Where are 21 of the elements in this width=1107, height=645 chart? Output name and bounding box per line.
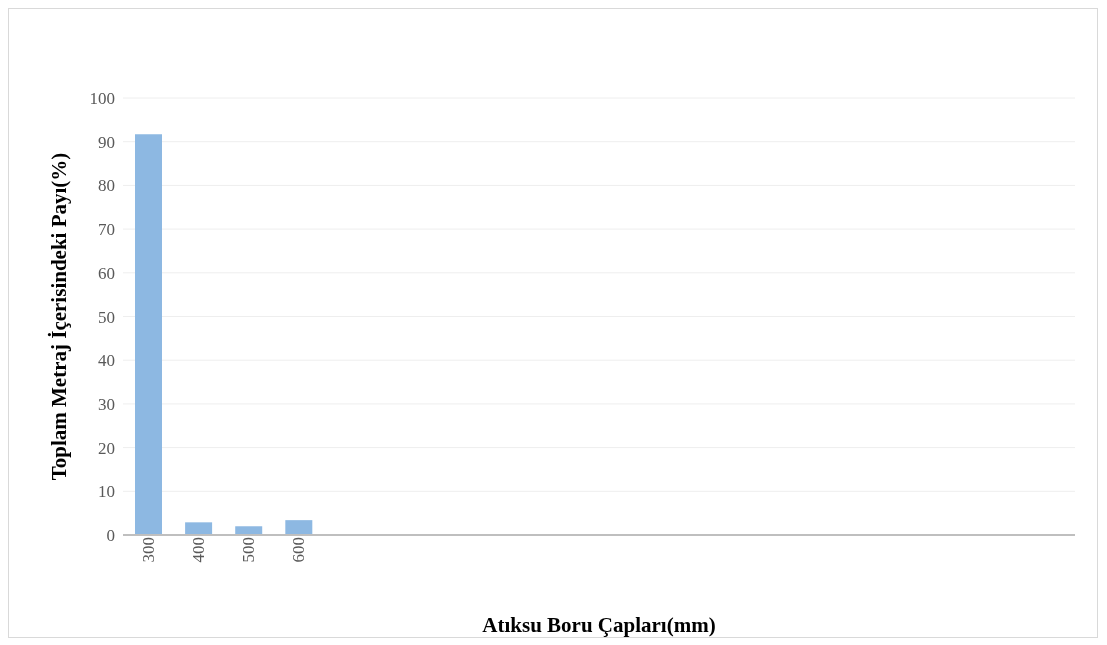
x-tick-label: 400 <box>189 537 209 563</box>
y-tick-label: 80 <box>98 176 115 196</box>
y-tick-label: 50 <box>98 307 115 327</box>
x-tick-label: 300 <box>139 537 159 563</box>
bar <box>235 526 263 535</box>
y-tick-label: 100 <box>89 89 115 109</box>
y-tick-label: 70 <box>98 220 115 240</box>
y-tick-label: 0 <box>106 526 115 546</box>
bar <box>185 522 213 535</box>
x-tick-label: 500 <box>239 537 259 563</box>
y-tick-label: 60 <box>98 263 115 283</box>
y-tick-label: 90 <box>98 132 115 152</box>
x-tick-label: 600 <box>289 537 309 563</box>
y-tick-label: 10 <box>98 482 115 502</box>
bar <box>285 520 313 535</box>
y-tick-label: 40 <box>98 351 115 371</box>
bar <box>135 134 162 535</box>
x-axis-title: Atıksu Boru Çapları(mm) <box>482 612 716 637</box>
y-tick-label: 20 <box>98 438 115 458</box>
y-tick-label: 30 <box>98 394 115 414</box>
y-axis-title: Toplam Metraj İçerisindeki Payı(%) <box>47 152 72 481</box>
